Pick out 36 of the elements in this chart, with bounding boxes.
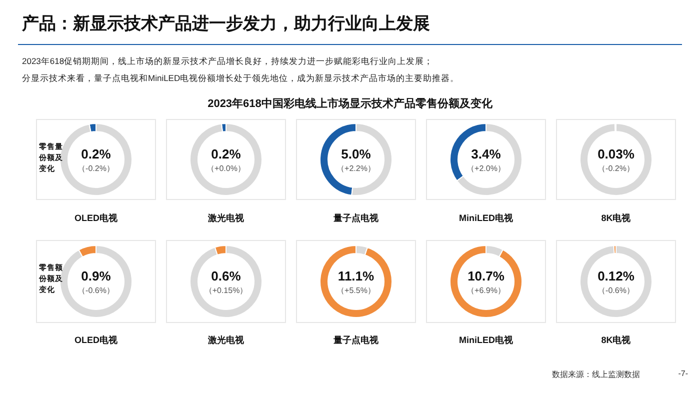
text: （+2.0%） — [466, 164, 506, 173]
text: （+6.9%） — [466, 286, 506, 295]
text: 产品：新显示技术产品进一步发力，助力行业向上发展 — [22, 13, 430, 35]
data-label: 5.0% — [341, 146, 372, 162]
text: 量子点电视 — [332, 334, 380, 347]
data-label: 0.6% — [211, 268, 242, 284]
source-note: 数据来源：线上监测数据 — [552, 369, 640, 380]
text: （-0.2%） — [78, 164, 114, 173]
text: 8K电视 — [600, 212, 632, 225]
data-label: 0.03% — [598, 146, 635, 162]
text: 分显示技术来看，量子点电视和MiniLED电视份额增长处于领先地位，成为新显示技术产品市场的主要助推器。 — [22, 73, 460, 85]
text: 量子点电视 — [332, 212, 380, 225]
text: OLED电视 — [73, 212, 118, 225]
text: （+0.15%） — [204, 286, 248, 295]
data-label: 10.7% — [468, 268, 505, 284]
data-label: 0.2% — [211, 146, 242, 162]
text: 2023年618中国彩电线上市场显示技术产品零售份额及变化 — [206, 96, 494, 111]
data-label: 0.2% — [81, 146, 112, 162]
text: 激光电视 — [207, 212, 245, 225]
data-label: 3.4% — [471, 146, 502, 162]
text: MiniLED电视 — [458, 334, 514, 347]
text: （+2.2%） — [336, 164, 376, 173]
data-label: 0.9% — [81, 268, 112, 284]
data-label: 0.12% — [598, 268, 635, 284]
text: （-0.6%） — [78, 286, 114, 295]
data-label: 11.1% — [338, 268, 375, 284]
text: （+0.0%） — [206, 164, 246, 173]
text: （+5.5%） — [336, 286, 376, 295]
text: 8K电视 — [600, 334, 632, 347]
text: -7- — [678, 369, 688, 378]
text: （-0.2%） — [598, 164, 634, 173]
text: MiniLED电视 — [458, 212, 514, 225]
text: 激光电视 — [207, 334, 245, 347]
text: OLED电视 — [73, 334, 118, 347]
text: 2023年618促销期期间，线上市场的新显示技术产品增长良好，持续发力进一步赋能彩电行业向上发展； — [22, 56, 434, 68]
text: （-0.6%） — [598, 286, 634, 295]
